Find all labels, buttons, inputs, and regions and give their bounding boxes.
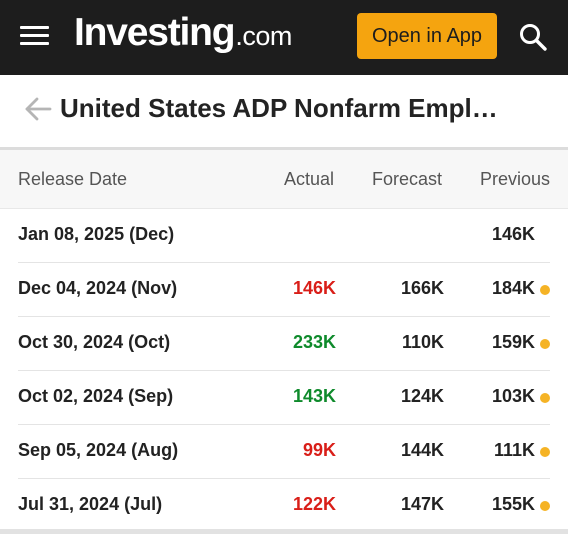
previous-cell: 184K bbox=[491, 278, 535, 298]
forecast-cell: 110K bbox=[401, 332, 444, 352]
release-history-table: Release Date Actual Forecast Previous Ja… bbox=[0, 150, 568, 533]
page-title: United States ADP Nonfarm Empl… bbox=[60, 93, 498, 123]
actual-cell: 122K bbox=[292, 494, 336, 514]
search-icon[interactable] bbox=[518, 22, 548, 52]
open-in-app-button[interactable]: Open in App bbox=[357, 13, 497, 59]
table-row: Dec 04, 2024 (Nov) 146K 166K 184K bbox=[18, 263, 550, 317]
release-date-cell: Oct 30, 2024 (Oct) bbox=[18, 332, 171, 352]
release-date-cell: Oct 02, 2024 (Sep) bbox=[18, 386, 174, 406]
actual-cell: 146K bbox=[292, 278, 336, 298]
column-header-actual[interactable]: Actual bbox=[283, 169, 334, 189]
release-date-cell: Sep 05, 2024 (Aug) bbox=[18, 440, 179, 460]
revision-dot-icon[interactable] bbox=[540, 285, 550, 295]
release-date-cell: Dec 04, 2024 (Nov) bbox=[18, 278, 178, 298]
title-bar: United States ADP Nonfarm Empl… bbox=[0, 75, 568, 150]
forecast-cell: 147K bbox=[400, 494, 444, 514]
menu-icon[interactable] bbox=[20, 26, 49, 46]
revision-dot-icon[interactable] bbox=[540, 339, 550, 349]
table-row: Jan 08, 2025 (Dec) 146K bbox=[18, 209, 550, 263]
bottom-divider bbox=[0, 529, 568, 534]
release-date-cell: Jan 08, 2025 (Dec) bbox=[18, 224, 175, 244]
actual-cell: 99K bbox=[302, 440, 336, 460]
actual-cell: 143K bbox=[292, 386, 336, 406]
actual-cell: 233K bbox=[292, 332, 336, 352]
forecast-cell: 166K bbox=[400, 278, 444, 298]
column-header-previous[interactable]: Previous bbox=[479, 169, 550, 189]
column-header-forecast[interactable]: Forecast bbox=[371, 169, 442, 189]
previous-cell: 146K bbox=[491, 224, 535, 244]
table-row: Oct 30, 2024 (Oct) 233K 110K 159K bbox=[18, 317, 550, 371]
revision-dot-icon[interactable] bbox=[540, 447, 550, 457]
forecast-cell: 144K bbox=[400, 440, 444, 460]
logo-tld: .com bbox=[235, 21, 292, 51]
previous-cell: 111K bbox=[493, 440, 535, 460]
column-header-release-date[interactable]: Release Date bbox=[18, 169, 128, 189]
release-date-cell: Jul 31, 2024 (Jul) bbox=[18, 494, 163, 514]
site-logo[interactable]: Investing .com bbox=[74, 11, 292, 61]
previous-cell: 159K bbox=[491, 332, 535, 352]
logo-brand: Investing bbox=[74, 11, 236, 54]
top-bar: Investing .com Open in App bbox=[0, 0, 568, 75]
previous-cell: 103K bbox=[491, 386, 535, 406]
table-row: Sep 05, 2024 (Aug) 99K 144K 111K bbox=[18, 425, 550, 479]
back-arrow-icon[interactable] bbox=[24, 95, 52, 123]
table-row: Oct 02, 2024 (Sep) 143K 124K 103K bbox=[18, 371, 550, 425]
revision-dot-icon[interactable] bbox=[540, 393, 550, 403]
revision-dot-icon[interactable] bbox=[540, 501, 550, 511]
forecast-cell: 124K bbox=[400, 386, 444, 406]
table-row: Jul 31, 2024 (Jul) 122K 147K 155K bbox=[18, 479, 550, 533]
previous-cell: 155K bbox=[491, 494, 535, 514]
table-header: Release Date Actual Forecast Previous bbox=[0, 150, 568, 209]
